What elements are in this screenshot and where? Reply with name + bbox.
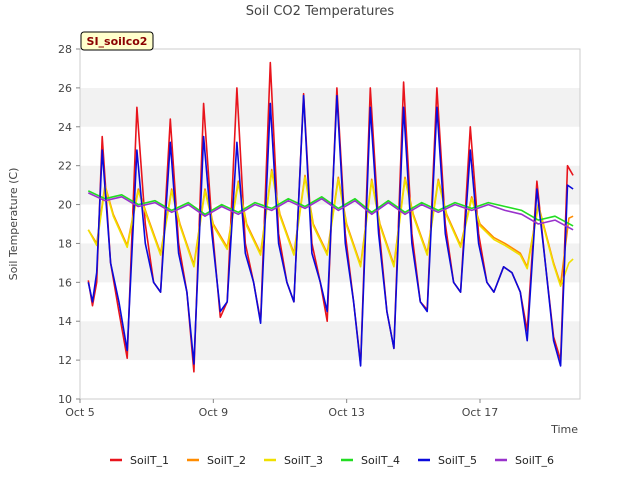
grid-band [80,165,580,205]
y-axis-ticks: 10 12 14 16 18 20 22 24 26 28 [58,43,80,406]
legend: SoilT_1 SoilT_2 SoilT_3 SoilT_4 SoilT_5 SoilT… [110,454,554,467]
legend-label: SoilT_1 [130,454,169,467]
y-tick-label: 18 [58,237,72,250]
y-tick-label: 16 [58,276,72,289]
legend-label: SoilT_6 [515,454,554,467]
chart-title: Soil CO2 Temperatures [246,4,395,19]
grid-bands [80,49,580,399]
x-tick-label: Oct 9 [199,406,229,419]
grid-band [80,126,580,166]
y-tick-label: 22 [58,160,72,173]
grid-band [80,282,580,322]
legend-label: SoilT_3 [284,454,323,467]
series-line-soilt-5 [87,94,574,367]
legend-label: SoilT_2 [207,454,246,467]
series-line-soilt-3 [87,170,574,287]
legend-label: SoilT_5 [438,454,477,467]
y-tick-label: 24 [58,121,72,134]
y-tick-label: 26 [58,82,72,95]
y-tick-label: 14 [58,315,72,328]
x-axis-label: Time [550,423,578,436]
y-tick-label: 10 [58,393,72,406]
grid-band [80,321,580,361]
y-tick-label: 20 [58,199,72,212]
series-line-soilt-4 [87,190,574,227]
x-tick-label: Oct 13 [328,406,365,419]
series-lines [87,61,574,373]
grid-band [80,360,580,399]
grid-band [80,49,580,88]
grid-band [80,87,580,127]
series-line-soilt-6 [87,192,574,231]
site-tag-label: SI_soilco2 [87,35,148,48]
y-tick-label: 28 [58,43,72,56]
x-axis-ticks: Oct 5 Oct 9 Oct 13 Oct 17 [65,399,498,419]
x-tick-label: Oct 17 [462,406,499,419]
plot-area-frame [79,48,581,400]
y-tick-label: 12 [58,354,72,367]
x-tick-label: Oct 5 [65,406,95,419]
site-tag: SI_soilco2 [80,31,154,51]
y-axis-label: Soil Temperature (C) [7,168,20,281]
legend-label: SoilT_4 [361,454,400,467]
